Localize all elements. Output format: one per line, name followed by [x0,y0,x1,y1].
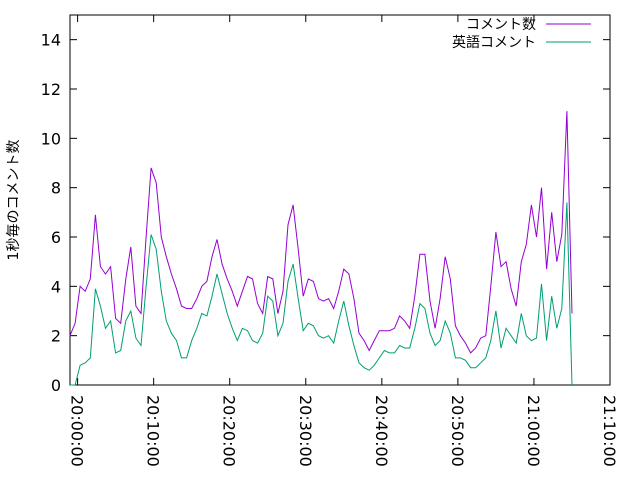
x-tick-label: 21:00:00 [524,395,543,467]
y-axis: 0 2 4 6 8 10 12 14 [41,31,610,395]
x-tick-label: 20:10:00 [144,395,163,467]
legend: コメント数 英語コメント [452,17,591,51]
y-tick-label: 14 [41,31,61,50]
y-tick-label: 6 [51,228,61,247]
x-tick-label: 20:40:00 [372,395,391,467]
series-line-comments [69,111,573,354]
y-tick-label: 0 [51,376,61,395]
legend-label-english-comments: 英語コメント [452,34,536,51]
y-axis-title: 1秒毎のコメント数 [6,140,22,261]
x-axis: 20:00:00 20:10:00 20:20:00 20:30:00 20:40:00… [68,15,619,467]
series-layer [69,111,573,386]
y-tick-label: 8 [51,179,61,198]
y-tick-label: 12 [41,80,61,99]
y-tick-label: 10 [41,129,61,148]
x-tick-label: 20:50:00 [448,395,467,467]
plot-frame [69,14,611,386]
x-tick-label: 20:20:00 [220,395,239,467]
x-tick-label: 20:00:00 [68,395,87,467]
series-line-english-comments [70,202,573,386]
x-tick-label: 20:30:00 [296,395,315,467]
legend-label-comments: コメント数 [466,17,536,33]
x-tick-label: 21:10:00 [600,395,619,467]
y-tick-label: 2 [51,327,61,346]
y-tick-label: 4 [51,277,61,296]
